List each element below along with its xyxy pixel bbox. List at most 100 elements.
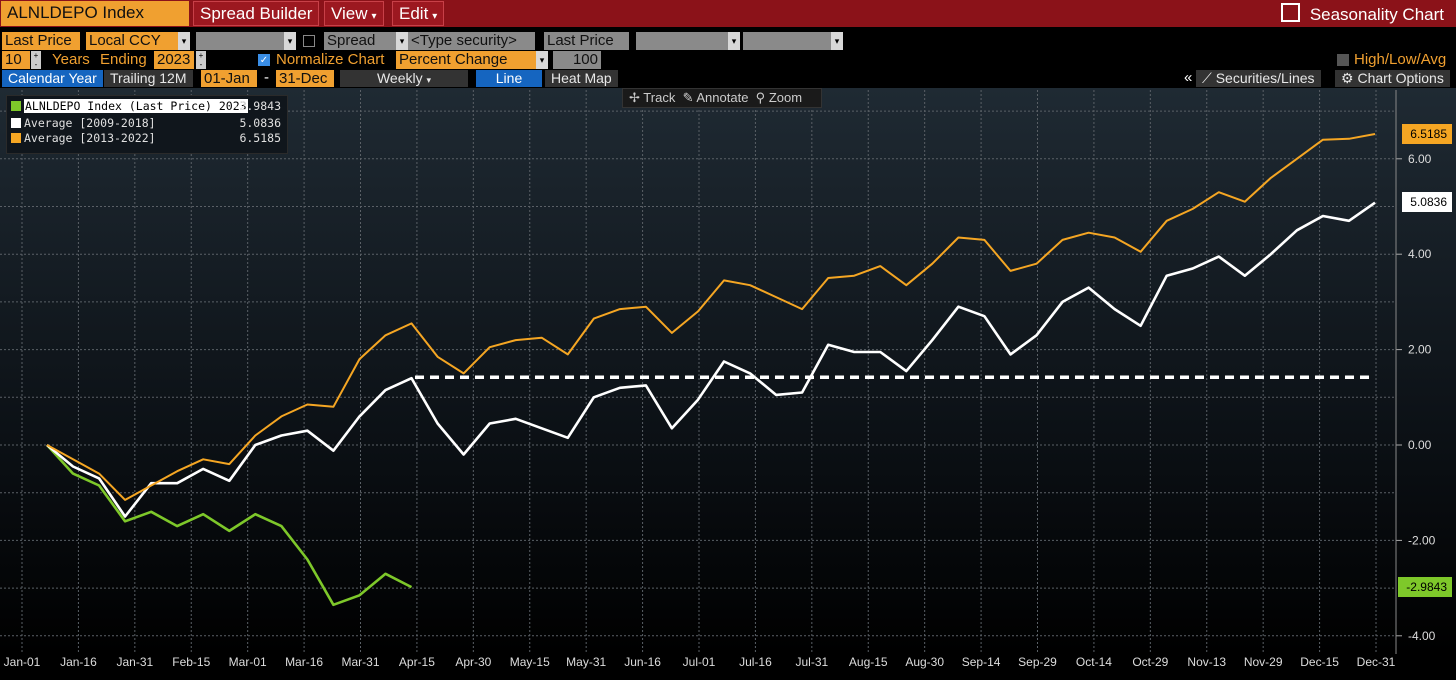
edit-menu[interactable]: Edit ▾ [392,1,445,26]
dropdown-icon: ▾ [284,32,296,50]
zoom-label: Zoom [768,90,803,105]
years-input[interactable]: 10 [2,51,30,69]
y-tick-label: -4.00 [1408,629,1436,643]
chart-background [0,88,1456,654]
dropdown-icon: ▾ [536,51,548,69]
base-value-input[interactable]: 100 [553,51,601,69]
chart-legend: ALNLDEPO Index (Last Price) 2023 -2.9843… [6,95,288,154]
x-tick-label: Apr-15 [399,655,435,669]
years-label: Years [52,51,90,68]
ending-label: Ending [100,51,147,68]
legend-swatch [11,133,21,143]
spread-value: Spread [324,32,396,50]
legend-item-2023[interactable]: ALNLDEPO Index (Last Price) 2023 -2.9843 [11,99,283,113]
tab-heat-map[interactable]: Heat Map [545,70,618,87]
x-tick-label: Nov-29 [1244,655,1283,669]
frequency-value: Weekly [376,70,423,86]
window-title: Seasonality Chart [1309,5,1444,24]
value-tag-2023: -2.9843 [1398,577,1452,597]
collapse-button[interactable]: « [1184,69,1193,86]
blank-select-2-value [636,32,728,50]
spread-checkbox[interactable] [303,35,315,47]
spread-select[interactable]: Spread ▾ [324,32,408,50]
x-tick-label: Oct-29 [1132,655,1168,669]
x-tick-label: Jul-31 [795,655,828,669]
frequency-select[interactable]: Weekly ▾ [340,70,468,87]
y-tick-label: 0.00 [1408,438,1432,452]
view-menu-label: View [331,4,368,23]
x-tick-label: May-15 [510,655,550,669]
spread-builder-menu[interactable]: Spread Builder [193,1,320,26]
securities-lines-button[interactable]: ⟋ Securities/Lines [1196,70,1321,87]
currency-select[interactable]: Local CCY ▾ [86,32,190,50]
zoom-tool[interactable]: ⚲ Zoom [756,90,802,105]
track-label: Track [643,90,676,105]
series-line-3 [46,133,1376,501]
x-tick-label: Aug-30 [905,655,944,669]
end-year-stepper[interactable]: + - [196,51,206,69]
annotate-tool[interactable]: ✎ Annotate [683,90,749,105]
x-tick-label: Jun-16 [624,655,661,669]
x-tick-label: Dec-15 [1300,655,1339,669]
annotate-label: Annotate [696,90,749,105]
tab-trailing-12m[interactable]: Trailing 12M [104,70,193,87]
legend-label: Average [2013-2022] [24,131,156,145]
x-tick-label: Mar-01 [229,655,267,669]
chart-line-icon: ⟋ [1202,70,1212,86]
blank-select-2[interactable]: ▾ [636,32,740,55]
legend-label: ALNLDEPO Index (Last Price) 2023 [24,99,248,113]
y-tick-label: 6.00 [1408,152,1432,166]
security-input[interactable]: <Type security> [408,32,535,50]
x-tick-label: Jan-16 [60,655,97,669]
legend-value: -2.9843 [232,99,281,113]
tab-line-view[interactable]: Line [476,70,542,87]
high-low-avg-checkbox[interactable] [1337,54,1349,66]
x-tick-label: Jul-16 [739,655,772,669]
dropdown-icon: ▾ [396,32,408,50]
track-tool[interactable]: ✢ Track [629,90,675,105]
blank-select-1-value [196,32,284,50]
normalize-label: Normalize Chart [276,51,385,68]
chevron-down-icon: ▾ [371,11,377,22]
x-tick-label: Oct-14 [1076,655,1112,669]
blank-select-3[interactable]: ▾ [743,32,843,55]
x-tick-label: Apr-30 [455,655,491,669]
value-tag-2009-2018: 5.0836 [1402,192,1452,212]
x-tick-label: Jul-01 [683,655,716,669]
x-tick-label: May-31 [566,655,606,669]
x-tick-label: Jan-01 [4,655,41,669]
chart-tools-bar: ✢ Track ✎ Annotate ⚲ Zoom [622,88,822,108]
y-tick-label: -2.00 [1408,533,1436,547]
start-date-input[interactable]: 01-Jan [201,70,257,87]
normalize-checkbox[interactable]: ✓ [258,54,270,66]
second-field-select[interactable]: Last Price [544,32,629,50]
x-tick-label: Aug-15 [849,655,888,669]
field-select[interactable]: Last Price [2,32,80,50]
x-tick-label: Dec-31 [1357,655,1396,669]
pencil-icon: ✎ [682,90,694,105]
normalize-mode-select[interactable]: Percent Change ▾ [396,51,548,69]
magnifier-icon: ⚲ [755,90,766,105]
tab-calendar-year[interactable]: Calendar Year [2,70,103,87]
x-tick-label: Mar-31 [341,655,379,669]
end-year-input[interactable]: 2023 [154,51,194,69]
currency-value: Local CCY [86,32,178,50]
legend-item-2013-2022[interactable]: Average [2013-2022] 6.5185 [11,131,283,145]
chart-options-button[interactable]: ⚙ Chart Options [1335,70,1450,87]
years-stepper[interactable]: + - [31,51,41,69]
x-tick-label: Sep-14 [962,655,1001,669]
end-date-input[interactable]: 31-Dec [276,70,334,87]
blank-select-1[interactable]: ▾ [196,32,296,55]
popout-icon [1280,3,1300,22]
date-range-dash: - [264,69,269,86]
seasonality-chart-title[interactable]: Seasonality Chart [1280,3,1444,25]
ticker-field[interactable]: ALNLDEPO Index [1,1,189,26]
spread-builder-label: Spread Builder [200,4,313,23]
securities-lines-label: Securities/Lines [1215,70,1315,86]
chevron-down-icon: ▾ [432,11,438,22]
dropdown-icon: ▾ [831,32,843,50]
series-line-2 [46,201,1376,518]
legend-item-2009-2018[interactable]: Average [2009-2018] 5.0836 [11,116,283,130]
view-menu[interactable]: View ▾ [324,1,384,26]
